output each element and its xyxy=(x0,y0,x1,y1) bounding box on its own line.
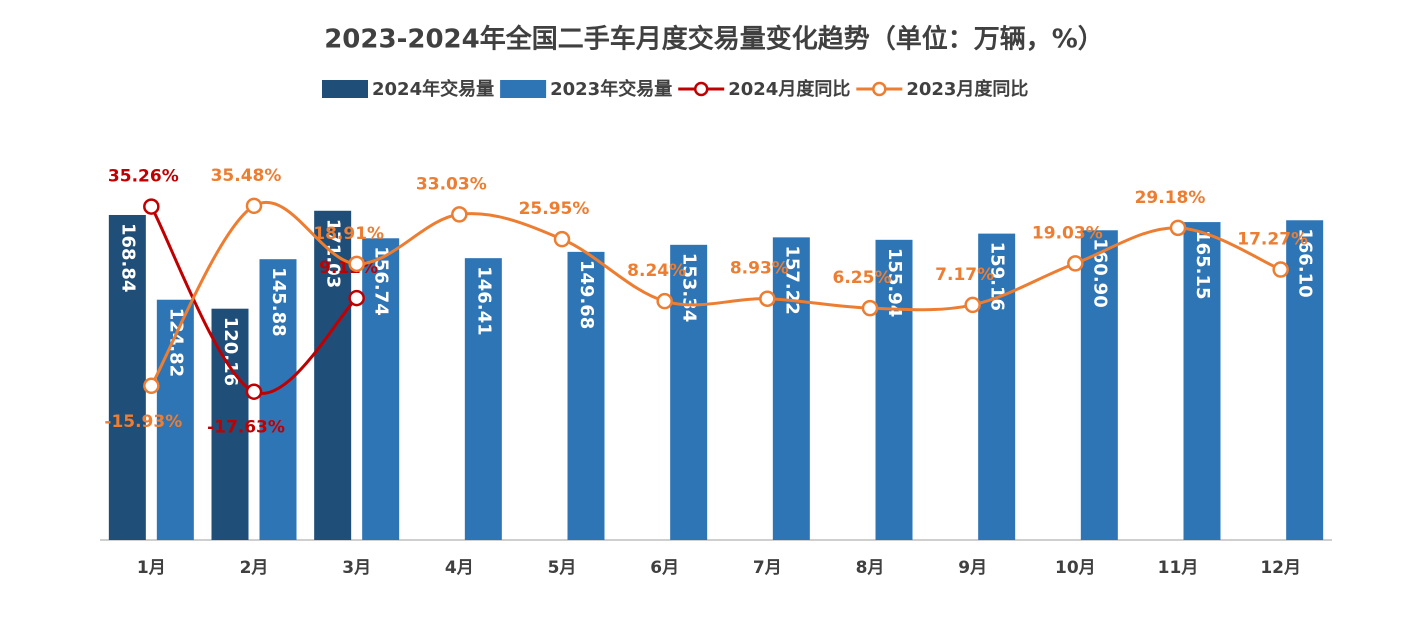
legend-label: 2023月度同比 xyxy=(906,78,1028,100)
bar xyxy=(259,259,297,540)
line-marker xyxy=(656,292,673,310)
bar xyxy=(1183,222,1221,540)
x-tick-label: 5月 xyxy=(548,558,577,578)
legend-marker xyxy=(693,81,709,97)
line-value-label: 25.95% xyxy=(519,199,590,219)
legend: 2024年交易量 2023年交易量 2024月度同比 2023月度同比 xyxy=(322,78,1028,100)
bar-value-label: 159.16 xyxy=(987,242,1008,311)
line-value-label: 8.93% xyxy=(730,259,789,279)
x-tick-label: 2月 xyxy=(240,558,269,578)
line-value-label: 7.17% xyxy=(935,265,994,285)
line-value-label: 35.26% xyxy=(108,167,179,187)
x-tick-label: 3月 xyxy=(342,558,371,578)
line-marker xyxy=(143,377,160,395)
bar xyxy=(875,239,913,541)
line-value-label: 19.03% xyxy=(1032,223,1103,243)
legend-label: 2024年交易量 xyxy=(372,78,494,100)
bar xyxy=(362,238,400,540)
line-marker xyxy=(245,383,263,400)
bar-value-label: 166.10 xyxy=(1295,228,1316,297)
line-marker xyxy=(1169,219,1187,237)
chart-title: 2023-2024年全国二手车月度交易量变化趋势（单位：万辆，%） xyxy=(324,24,1104,55)
bar-value-label: 155.94 xyxy=(884,248,905,317)
bar xyxy=(670,244,708,540)
bar xyxy=(772,237,810,540)
line-marker xyxy=(348,289,365,307)
bar-value-label: 165.15 xyxy=(1192,230,1213,299)
x-tick-label: 10月 xyxy=(1055,558,1096,578)
x-tick-label: 9月 xyxy=(958,558,987,578)
bar xyxy=(1080,230,1118,540)
x-tick-label: 4月 xyxy=(445,558,474,578)
legend-swatch xyxy=(322,80,368,98)
bar xyxy=(464,258,502,540)
bar-value-label: 168.84 xyxy=(117,223,138,292)
bar xyxy=(108,214,146,540)
line-marker xyxy=(245,197,263,215)
legend-label: 2023年交易量 xyxy=(550,78,672,100)
x-tick-label: 6月 xyxy=(650,558,679,578)
x-tick-label: 1月 xyxy=(137,558,166,578)
line-marker xyxy=(1272,261,1289,278)
line-value-label: -15.93% xyxy=(104,412,182,432)
line-marker xyxy=(553,230,571,248)
line-value-label: 33.03% xyxy=(416,174,487,194)
line-marker xyxy=(451,206,468,223)
legend-marker xyxy=(872,81,887,97)
line-value-label: -17.63% xyxy=(207,418,285,438)
line-marker xyxy=(348,255,365,273)
bar-value-label: 120.16 xyxy=(220,317,241,386)
bar-value-label: 146.41 xyxy=(473,266,494,335)
bar-value-label: 156.74 xyxy=(371,246,392,315)
bar-value-label: 145.88 xyxy=(268,267,289,336)
bar-value-label: 149.68 xyxy=(576,260,597,329)
line-marker xyxy=(861,299,879,317)
line-value-label: 18.91% xyxy=(313,224,384,244)
line-marker xyxy=(759,290,776,307)
bar xyxy=(1286,220,1324,540)
line-marker xyxy=(143,198,160,215)
bar xyxy=(314,210,352,540)
x-tick-label: 7月 xyxy=(753,558,782,578)
bar xyxy=(156,299,194,540)
bar xyxy=(978,233,1016,540)
line-value-label: 29.18% xyxy=(1135,188,1206,208)
x-tick-label: 11月 xyxy=(1158,558,1199,578)
x-tick-label: 8月 xyxy=(856,558,885,578)
line-value-label: 6.25% xyxy=(833,268,892,288)
line-value-label: 8.24% xyxy=(627,261,686,281)
legend-label: 2024月度同比 xyxy=(728,78,850,100)
line-marker xyxy=(964,296,981,314)
x-tick-label: 12月 xyxy=(1260,558,1301,578)
line-value-label: 35.48% xyxy=(211,166,282,186)
line-marker xyxy=(1067,255,1084,272)
bar xyxy=(567,251,605,540)
bar-value-label: 157.22 xyxy=(781,245,802,314)
line-value-label: 17.27% xyxy=(1237,230,1308,250)
legend-swatch xyxy=(500,80,547,98)
